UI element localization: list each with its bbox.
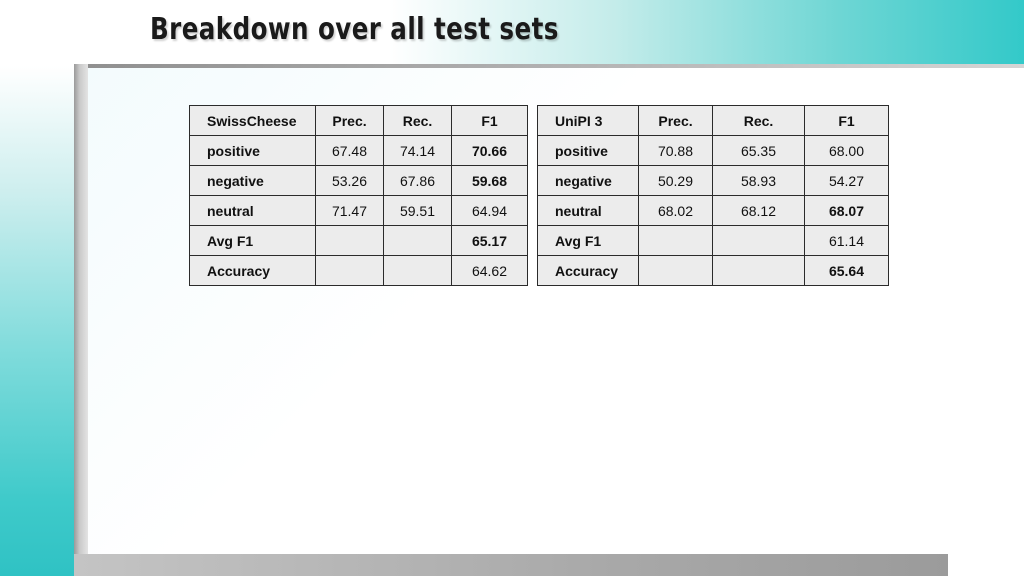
row-label: negative — [189, 165, 316, 196]
column-header-prec: Prec. — [638, 105, 713, 136]
rec-cell: 65.35 — [712, 135, 805, 166]
frame-left-border — [74, 64, 88, 576]
table-row-negative: negative 53.26 67.86 59.68 — [189, 165, 528, 196]
f1-cell: 65.17 — [451, 225, 528, 256]
system-name-header: UniPI 3 — [537, 105, 639, 136]
f1-cell: 68.00 — [804, 135, 889, 166]
prec-cell: 67.48 — [315, 135, 384, 166]
system-name-header: SwissCheese — [189, 105, 316, 136]
table-header-row: UniPI 3 Prec. Rec. F1 — [537, 105, 889, 136]
column-header-rec: Rec. — [712, 105, 805, 136]
table-row-neutral: neutral 71.47 59.51 64.94 — [189, 195, 528, 226]
table-row-accuracy: Accuracy 64.62 — [189, 255, 528, 286]
rec-cell — [712, 225, 805, 256]
row-label: Avg F1 — [537, 225, 639, 256]
prec-cell: 68.02 — [638, 195, 713, 226]
column-header-rec: Rec. — [383, 105, 452, 136]
column-header-f1: F1 — [804, 105, 889, 136]
f1-cell: 54.27 — [804, 165, 889, 196]
row-label: Accuracy — [537, 255, 639, 286]
frame-bottom-border — [74, 554, 948, 576]
f1-cell: 64.94 — [451, 195, 528, 226]
table-row-avg-f1: Avg F1 61.14 — [537, 225, 889, 256]
prec-cell: 70.88 — [638, 135, 713, 166]
rec-cell: 67.86 — [383, 165, 452, 196]
header-band — [0, 0, 1024, 66]
row-label: neutral — [537, 195, 639, 226]
rec-cell — [383, 225, 452, 256]
table-header-row: SwissCheese Prec. Rec. F1 — [189, 105, 528, 136]
prec-cell: 53.26 — [315, 165, 384, 196]
rec-cell: 74.14 — [383, 135, 452, 166]
f1-cell: 59.68 — [451, 165, 528, 196]
slide-title: Breakdown over all test sets — [150, 12, 559, 47]
f1-cell: 64.62 — [451, 255, 528, 286]
row-label: positive — [189, 135, 316, 166]
column-header-prec: Prec. — [315, 105, 384, 136]
prec-cell — [638, 225, 713, 256]
row-label: negative — [537, 165, 639, 196]
prec-cell — [315, 225, 384, 256]
row-label: positive — [537, 135, 639, 166]
f1-cell: 68.07 — [804, 195, 889, 226]
rec-cell: 58.93 — [712, 165, 805, 196]
row-label: neutral — [189, 195, 316, 226]
table-row-positive: positive 67.48 74.14 70.66 — [189, 135, 528, 166]
table-row-neutral: neutral 68.02 68.12 68.07 — [537, 195, 889, 226]
table-row-avg-f1: Avg F1 65.17 — [189, 225, 528, 256]
row-label: Accuracy — [189, 255, 316, 286]
row-label: Avg F1 — [189, 225, 316, 256]
prec-cell — [638, 255, 713, 286]
unipi3-results-table: UniPI 3 Prec. Rec. F1 positive 70.88 65.… — [537, 105, 889, 286]
prec-cell — [315, 255, 384, 286]
prec-cell: 50.29 — [638, 165, 713, 196]
f1-cell: 70.66 — [451, 135, 528, 166]
column-header-f1: F1 — [451, 105, 528, 136]
rec-cell — [712, 255, 805, 286]
table-row-accuracy: Accuracy 65.64 — [537, 255, 889, 286]
table-row-negative: negative 50.29 58.93 54.27 — [537, 165, 889, 196]
f1-cell: 65.64 — [804, 255, 889, 286]
prec-cell: 71.47 — [315, 195, 384, 226]
left-decorative-band — [0, 66, 78, 576]
rec-cell — [383, 255, 452, 286]
f1-cell: 61.14 — [804, 225, 889, 256]
rec-cell: 59.51 — [383, 195, 452, 226]
frame-top-border — [74, 64, 1024, 68]
swisscheese-results-table: SwissCheese Prec. Rec. F1 positive 67.48… — [189, 105, 528, 286]
rec-cell: 68.12 — [712, 195, 805, 226]
table-row-positive: positive 70.88 65.35 68.00 — [537, 135, 889, 166]
